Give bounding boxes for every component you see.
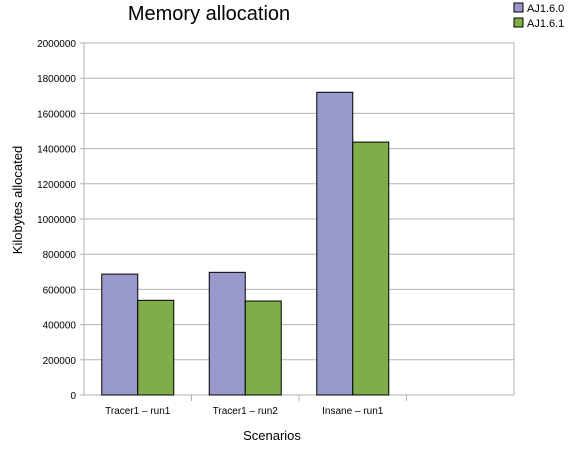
y-axis-label: Kilobytes allocated bbox=[10, 146, 25, 254]
y-tick-label: 400000 bbox=[43, 321, 77, 332]
y-tick-label: 1000000 bbox=[37, 215, 76, 226]
legend: AJ1.6.0 AJ1.6.1 bbox=[513, 2, 564, 30]
x-tick-label: Tracer1 – run1 bbox=[105, 406, 171, 417]
y-tick-label: 1800000 bbox=[37, 74, 76, 85]
y-tick-label: 0 bbox=[70, 391, 76, 402]
x-axis-label: Scenarios bbox=[243, 428, 301, 443]
bar-aj1-6-0-0 bbox=[101, 273, 139, 396]
bar-aj1-6-1-2 bbox=[352, 141, 390, 396]
bar-aj1-6-1-0 bbox=[137, 299, 175, 396]
y-tick-label: 600000 bbox=[43, 285, 77, 296]
legend-label: AJ1.6.0 bbox=[527, 3, 564, 15]
x-tick-label: Tracer1 – run2 bbox=[213, 406, 279, 417]
y-tick-label: 800000 bbox=[43, 250, 77, 261]
y-tick-labels: 0 200000 400000 600000 800000 1000000 1200000 1… bbox=[37, 39, 76, 402]
bars bbox=[101, 91, 390, 396]
legend-swatch bbox=[513, 2, 524, 13]
bar-aj1-6-0-2 bbox=[316, 91, 354, 396]
y-tick-label: 200000 bbox=[43, 356, 77, 367]
bar-aj1-6-1-1 bbox=[244, 300, 282, 396]
chart-title: Memory allocation bbox=[128, 3, 290, 25]
y-tick-label: 1200000 bbox=[37, 180, 76, 191]
legend-swatch bbox=[513, 17, 524, 28]
y-tick-label: 2000000 bbox=[37, 39, 76, 50]
y-tick-label: 1600000 bbox=[37, 109, 76, 120]
legend-label: AJ1.6.1 bbox=[527, 18, 564, 30]
x-tick-label: Insane – run1 bbox=[322, 406, 384, 417]
y-tick-label: 1400000 bbox=[37, 145, 76, 156]
x-tick-labels: Tracer1 – run1 Tracer1 – run2 Insane – run… bbox=[105, 406, 384, 417]
bar-aj1-6-0-1 bbox=[208, 271, 246, 396]
